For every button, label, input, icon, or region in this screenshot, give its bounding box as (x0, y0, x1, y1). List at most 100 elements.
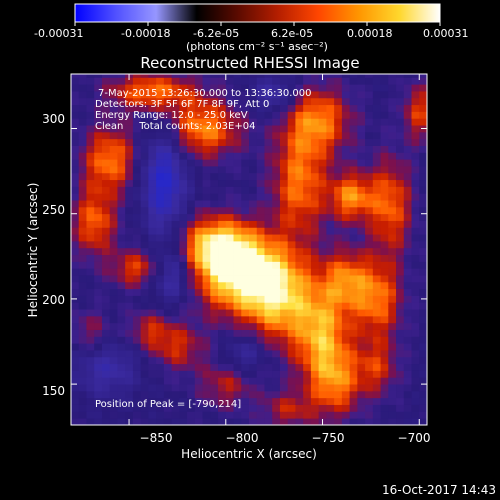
heatmap-cell (411, 220, 420, 228)
heatmap-cell (365, 125, 374, 133)
heatmap-cell (365, 302, 374, 310)
heatmap-cell (218, 309, 227, 317)
heatmap-cell (264, 390, 273, 399)
heatmap-cell (264, 384, 273, 392)
heatmap-cell (171, 343, 180, 351)
heatmap-cell (349, 418, 358, 425)
heatmap-cell (349, 377, 358, 385)
heatmap-cell (419, 275, 427, 283)
heatmap-cell (125, 193, 134, 201)
heatmap-cell (132, 315, 142, 324)
heatmap-cell (380, 363, 389, 371)
heatmap-cell (419, 240, 427, 249)
heatmap-cell (419, 254, 427, 262)
heatmap-cell (272, 104, 281, 112)
heatmap-cell (318, 125, 327, 133)
heatmap-cell (132, 159, 142, 167)
heatmap-cell (163, 261, 173, 269)
heatmap-cell (194, 343, 203, 351)
heatmap-cell (78, 104, 87, 112)
heatmap-cell (241, 74, 250, 78)
heatmap-cell (310, 247, 320, 256)
heatmap-cell (163, 275, 173, 283)
heatmap-cell (372, 363, 381, 371)
heatmap-cell (334, 418, 343, 425)
heatmap-cell (101, 370, 111, 378)
heatmap-cell (272, 315, 281, 324)
heatmap-cell (94, 268, 103, 276)
heatmap-cell (403, 138, 412, 146)
heatmap-cell (71, 247, 80, 256)
heatmap-cell (396, 261, 405, 269)
heatmap-cell (218, 247, 227, 256)
heatmap-cell (411, 206, 420, 215)
heatmap-cell (372, 418, 381, 425)
heatmap-cell (218, 356, 227, 365)
heatmap-cell (101, 322, 111, 330)
heatmap-cell (194, 247, 203, 256)
heatmap-cell (349, 295, 358, 303)
heatmap-cell (241, 118, 250, 126)
heatmap-cell (71, 384, 80, 392)
heatmap-cell (287, 377, 296, 385)
heatmap-cell (388, 125, 397, 133)
heatmap-cell (249, 179, 258, 187)
heatmap-cell (403, 309, 412, 317)
heatmap-cell (94, 234, 103, 242)
heatmap-cell (326, 329, 335, 337)
heatmap-cell (365, 145, 374, 153)
heatmap-cell (256, 343, 265, 351)
heatmap-cell (210, 350, 219, 358)
heatmap-cell (256, 261, 265, 269)
heatmap-cell (295, 166, 304, 174)
heatmap-cell (210, 411, 219, 419)
heatmap-cell (411, 193, 420, 201)
heatmap-cell (372, 356, 381, 365)
heatmap-cell (241, 356, 250, 365)
heatmap-cell (148, 336, 157, 344)
heatmap-cell (256, 234, 265, 242)
heatmap-cell (71, 390, 80, 399)
heatmap-cell (303, 166, 312, 174)
heatmap-cell (194, 281, 203, 290)
heatmap-cell (218, 200, 227, 208)
heatmap-cell (256, 275, 265, 283)
heatmap-cell (341, 193, 351, 201)
heatmap-cell (179, 84, 188, 92)
heatmap-cell (279, 172, 289, 181)
heatmap-cell (71, 111, 80, 119)
heatmap-cell (194, 261, 203, 269)
heatmap-cell (372, 186, 381, 194)
heatmap-cell (403, 390, 412, 399)
heatmap-cell (341, 77, 351, 85)
heatmap-cell (233, 281, 242, 290)
heatmap-cell (341, 336, 351, 344)
heatmap-cell (156, 118, 165, 126)
heatmap-cell (357, 104, 366, 112)
heatmap-cell (132, 404, 142, 412)
heatmap-cell (109, 118, 118, 126)
heatmap-cell (210, 131, 219, 140)
heatmap-cell (303, 309, 312, 317)
heatmap-cell (156, 390, 165, 399)
heatmap-cell (241, 200, 250, 208)
heatmap-cell (187, 261, 196, 269)
heatmap-cell (419, 213, 427, 221)
heatmap-cell (163, 213, 173, 221)
heatmap-cell (71, 240, 80, 249)
heatmap-cell (218, 295, 227, 303)
heatmap-cell (194, 302, 203, 310)
heatmap-cell (101, 206, 111, 215)
heatmap-cell (210, 370, 219, 378)
heatmap-cell (132, 104, 142, 112)
heatmap-cell (318, 363, 327, 371)
heatmap-cell (349, 213, 358, 221)
heatmap-cell (78, 186, 87, 194)
heatmap-cell (163, 418, 173, 425)
heatmap-cell (71, 74, 80, 78)
heatmap-cell (357, 97, 366, 106)
heatmap-cell (156, 281, 165, 290)
heatmap-cell (295, 343, 304, 351)
heatmap-cell (403, 336, 412, 344)
heatmap-cell (256, 138, 265, 146)
